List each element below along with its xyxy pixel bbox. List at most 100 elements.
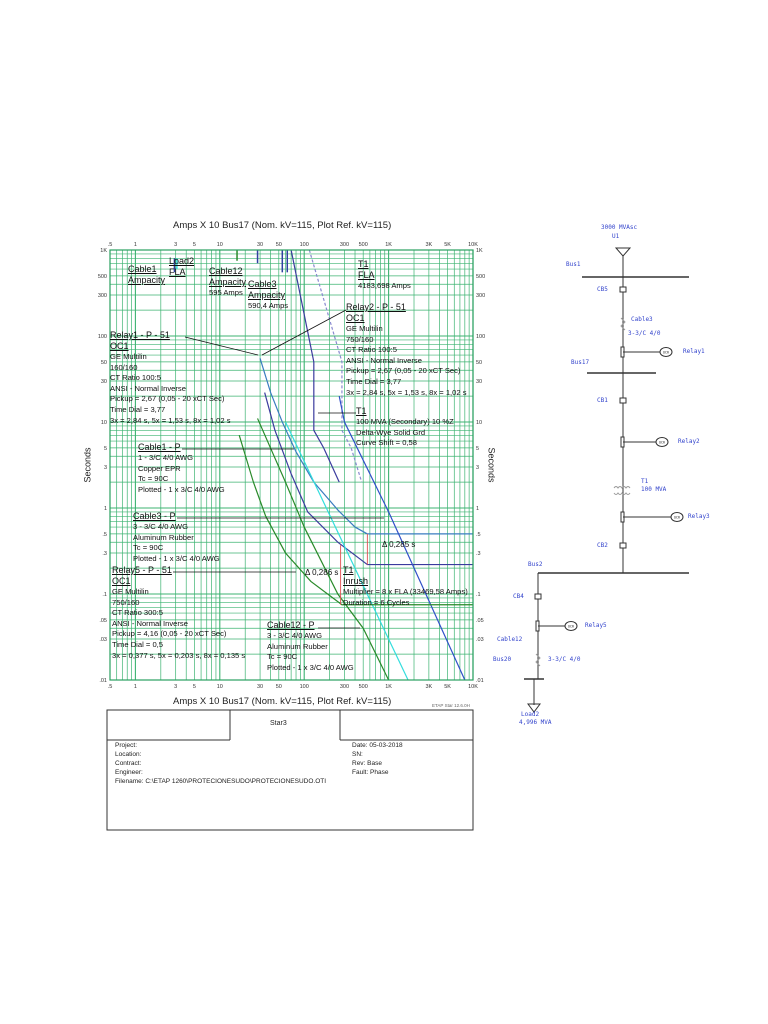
tb-contract: Contract: bbox=[115, 760, 142, 767]
cb5-label: CB5 bbox=[597, 286, 608, 293]
tb-filename: Filename: C:\ETAP 1260\PROTECIONESUDO\PR… bbox=[115, 778, 327, 785]
y-tick-label-left: 30 bbox=[101, 379, 107, 385]
y-tick-label-left: 300 bbox=[98, 293, 107, 299]
annotation-cable1-amp: Cable1 Ampacity bbox=[128, 264, 165, 286]
cb4-icon[interactable] bbox=[534, 593, 542, 600]
annotation-line: Relay5 - P - 51 bbox=[112, 565, 172, 575]
relay1-symbol-text: OCR bbox=[663, 351, 670, 355]
tb-project: Project: bbox=[115, 742, 138, 749]
y-tick-label-right: .01 bbox=[476, 678, 484, 684]
tb-location: Location: bbox=[115, 751, 142, 758]
relay1-label: Relay1 bbox=[683, 348, 705, 355]
curves bbox=[173, 249, 473, 681]
annotation-line: Load2 bbox=[169, 256, 195, 266]
y-tick-label-right: 10 bbox=[476, 420, 482, 426]
cable12-icon bbox=[535, 653, 541, 667]
annotation-line: Plotted - 1 x 3/C 4/0 AWG bbox=[133, 553, 220, 563]
tb-date: Date: 05-03-2018 bbox=[352, 742, 403, 749]
x-tick-label-bottom: 1 bbox=[134, 684, 137, 690]
annotation-line: Multiplier = 8 x FLA (33469,58 Amps) bbox=[343, 587, 468, 596]
tcc-curve-3 bbox=[290, 249, 340, 483]
annotation-line: FLA bbox=[169, 267, 186, 277]
one-line-diagram: OCR OCR OCR OCR bbox=[524, 247, 689, 713]
arrow-relay2 bbox=[261, 309, 347, 356]
cb1-icon[interactable] bbox=[619, 397, 627, 404]
annotation-line: 590,4 Amps bbox=[248, 301, 289, 310]
annotation-line: Copper EPR bbox=[138, 463, 181, 473]
annotation-line: Time Dial = 3,77 bbox=[110, 404, 166, 414]
y-tick-label-right: 100 bbox=[476, 334, 485, 340]
tcc-curve-4 bbox=[308, 249, 363, 483]
title-block bbox=[106, 709, 474, 831]
tb-engineer: Engineer: bbox=[115, 769, 143, 776]
annotation-line: Ampacity bbox=[128, 275, 166, 285]
annotation-line: Cable1 - P bbox=[138, 442, 181, 452]
y-tick-label-left: .05 bbox=[99, 618, 107, 624]
x-tick-label-bottom: 500 bbox=[359, 684, 368, 690]
annotation-relay2: Relay2 - P - 51 OC1 GE Multilin 750/160 CT R… bbox=[346, 302, 467, 398]
y-tick-label-left: 3 bbox=[104, 465, 107, 471]
bus2-label: Bus2 bbox=[528, 561, 543, 568]
cb4-label: CB4 bbox=[513, 593, 524, 600]
annotation-line: Tc = 90C bbox=[133, 543, 164, 553]
annotation-line: 4183,698 Amps bbox=[358, 281, 411, 290]
load-icon bbox=[527, 703, 541, 713]
y-tick-label-left: 1K bbox=[100, 248, 107, 254]
annotation-line: ANSI - Normal Inverse bbox=[112, 618, 188, 628]
annotation-line: Tc = 90C bbox=[267, 652, 298, 662]
plot-frame bbox=[109, 249, 474, 681]
relay3-icon[interactable] bbox=[670, 512, 684, 522]
annotation-line: T1 bbox=[358, 259, 369, 269]
y-tick-label-right: 300 bbox=[476, 293, 485, 299]
annotation-relay1: Relay1 - P - 51 OC1 GE Multilin 160/160 CT R… bbox=[110, 330, 231, 426]
y-tick-label-right: 3 bbox=[476, 465, 479, 471]
x-tick-label-top: 3K bbox=[426, 242, 433, 248]
x-tick-label-top: 30 bbox=[257, 242, 263, 248]
cb2-icon[interactable] bbox=[619, 542, 627, 549]
annotation-line: ANSI - Normal Inverse bbox=[110, 383, 186, 393]
t1-label: T1 bbox=[641, 478, 649, 485]
x-tick-label-top: 5K bbox=[444, 242, 451, 248]
x-tick-label-bottom: 100 bbox=[300, 684, 309, 690]
annotation-line: 3 - 3/C 4/0 AWG bbox=[267, 631, 323, 640]
y-tick-label-right: .03 bbox=[476, 637, 484, 643]
relay1-icon[interactable] bbox=[659, 347, 673, 357]
y-tick-label-left: 500 bbox=[98, 274, 107, 280]
y-tick-label-right: 1K bbox=[476, 248, 483, 254]
x-tick-label-bottom: 5 bbox=[193, 684, 196, 690]
relay5-icon[interactable] bbox=[564, 621, 578, 631]
y-tick-label-left: 100 bbox=[98, 334, 107, 340]
annotation-line: Ampacity bbox=[209, 277, 247, 287]
annotation-line: Relay1 - P - 51 bbox=[110, 330, 170, 340]
x-tick-label-top: 10 bbox=[217, 242, 223, 248]
annotation-line: 160/160 bbox=[110, 362, 138, 372]
x-tick-label-bottom: 10K bbox=[468, 684, 478, 690]
x-tick-label-top: 1K bbox=[385, 242, 392, 248]
tick-labels: .5 .5 1 1 3 3 5 5 10 10 30 30 50 50 100 100 300 300 500 500… bbox=[98, 242, 485, 690]
annotation-line: Ampacity bbox=[248, 290, 286, 300]
annotation-line: OC1 bbox=[112, 576, 131, 586]
annotation-t1: T1 100 MVA (Secondary) 10 %Z Delta-Wye Sol… bbox=[356, 406, 454, 449]
y-tick-label-right: .5 bbox=[476, 532, 481, 538]
transformer-t1-icon[interactable] bbox=[613, 486, 631, 495]
relay3-symbol-text: OCR bbox=[674, 516, 681, 520]
y-tick-label-left: .1 bbox=[102, 592, 107, 598]
study-name: Star3 bbox=[270, 720, 287, 727]
bus17-label: Bus17 bbox=[571, 359, 590, 366]
tb-fault: Fault: Phase bbox=[352, 769, 389, 776]
x-tick-label-top: .5 bbox=[108, 242, 113, 248]
relay5-label: Relay5 bbox=[585, 622, 607, 629]
x-tick-label-bottom: 50 bbox=[276, 684, 282, 690]
cb5-icon[interactable] bbox=[619, 286, 627, 293]
annotation-line: 595 Amps bbox=[209, 288, 243, 297]
x-tick-label-bottom: 30 bbox=[257, 684, 263, 690]
y-tick-label-right: .05 bbox=[476, 618, 484, 624]
annotation-line: OC1 bbox=[346, 313, 365, 323]
y-tick-label-right: .3 bbox=[476, 551, 481, 557]
delta-label: Δ 0,285 s bbox=[382, 540, 416, 549]
tcc-curve-6 bbox=[284, 421, 409, 681]
relay2-icon[interactable] bbox=[655, 437, 669, 447]
annotation-line: CT Ratio 100:5 bbox=[346, 345, 397, 355]
